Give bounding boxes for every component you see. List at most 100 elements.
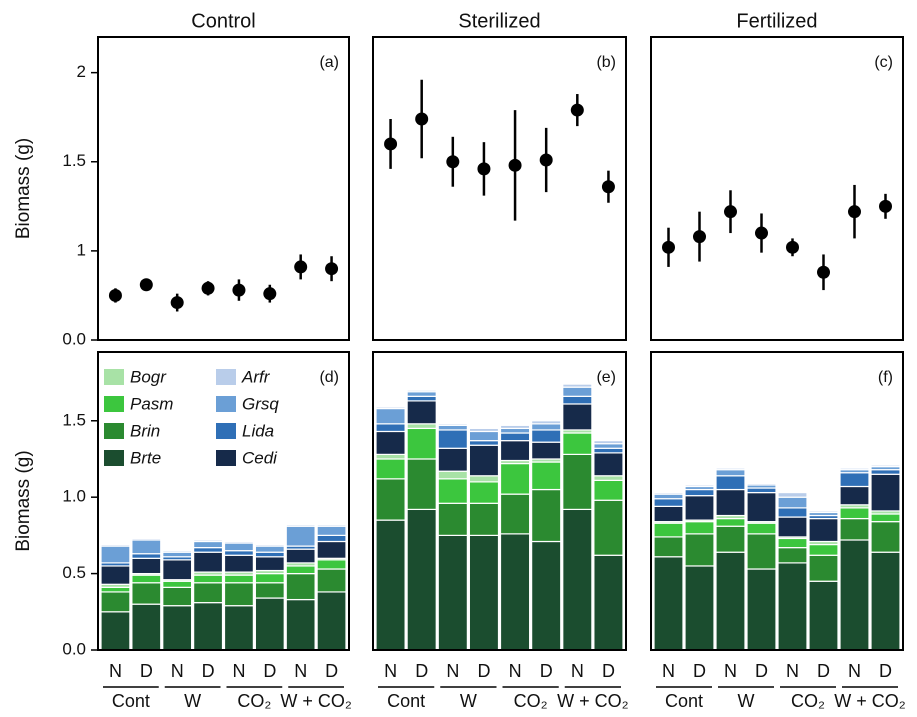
x-tick-label: D: [602, 661, 615, 681]
bar-segment: [468, 481, 500, 504]
mean-point: [601, 180, 615, 194]
mean-point: [755, 226, 768, 240]
y-tick-label: 1.5: [62, 410, 86, 429]
panel-label: (b): [596, 54, 616, 71]
mean-point: [108, 288, 122, 302]
bar-segment: [839, 467, 870, 471]
bar-segment: [468, 534, 500, 651]
bar-segment: [531, 461, 562, 491]
bar-segment: [100, 543, 131, 547]
bar-segment: [285, 524, 316, 527]
bar-segment: [285, 548, 316, 564]
group-label: Cont: [387, 691, 425, 711]
legend-swatch: [216, 423, 236, 439]
bar-segment: [653, 491, 684, 495]
bar-segment: [437, 470, 468, 480]
bar-segment: [193, 551, 224, 573]
bar-segment: [193, 547, 224, 553]
x-tick-label: N: [509, 661, 522, 681]
bar-segment: [223, 550, 254, 556]
x-tick-label: N: [446, 661, 459, 681]
bar-segment: [223, 605, 254, 651]
x-tick-label: N: [724, 661, 737, 681]
panel-label: (f): [878, 369, 893, 386]
mean-point: [139, 278, 153, 292]
bar-segment: [406, 427, 437, 460]
x-tick-label: D: [263, 661, 276, 681]
bar-segment: [562, 432, 593, 455]
bar-segment: [531, 488, 562, 543]
bar-segment: [375, 406, 406, 410]
x-tick-label: N: [384, 661, 397, 681]
x-tick-label: D: [140, 661, 153, 681]
bar-segment: [562, 395, 593, 405]
bar-segment: [593, 479, 624, 501]
bar-segment: [593, 443, 624, 449]
bar-segment: [162, 586, 193, 607]
bar-segment: [531, 540, 562, 651]
bar-segment: [839, 539, 870, 651]
bar-segment: [162, 605, 193, 651]
bar-segment: [316, 559, 347, 570]
bar-segment: [285, 598, 316, 651]
panel-label: (e): [596, 369, 616, 386]
bar-segment: [777, 547, 808, 564]
mean-point: [384, 137, 398, 151]
bar-segment: [193, 602, 224, 651]
x-tick-label: N: [571, 661, 584, 681]
bar-segment: [870, 551, 901, 651]
bar-segment: [562, 383, 593, 388]
bar-segment: [870, 464, 901, 468]
bar-segment: [375, 430, 406, 455]
mean-point: [263, 287, 277, 301]
bar-segment: [808, 554, 839, 582]
bar-segment: [839, 472, 870, 488]
x-tick-label: D: [415, 661, 428, 681]
bar-segment: [808, 510, 839, 514]
group-label: W: [460, 691, 477, 711]
mean-point: [446, 155, 460, 169]
bar-segment: [499, 424, 531, 430]
mean-point: [786, 240, 799, 254]
legend-label: Arfr: [241, 367, 271, 386]
panel-frame: [97, 36, 350, 341]
bar-segment: [193, 582, 224, 604]
x-tick-label: D: [693, 661, 706, 681]
y-tick-label: 1: [77, 240, 86, 259]
bar-segment: [437, 534, 468, 651]
x-tick-label: N: [294, 661, 307, 681]
bar-segment: [131, 553, 162, 559]
legend-label: Brte: [130, 448, 161, 467]
bar-segment: [715, 467, 746, 471]
bar-segment: [746, 487, 777, 494]
bar-segment: [223, 542, 254, 552]
mean-point: [294, 260, 308, 274]
bar-segment: [406, 400, 437, 425]
bar-segment: [777, 507, 808, 518]
bar-segment: [162, 551, 193, 558]
bar-segment: [593, 452, 624, 477]
bar-segment: [499, 493, 531, 535]
legend-label: Lida: [242, 421, 274, 440]
y-tick-label: 0.0: [62, 329, 86, 348]
bar-segment: [100, 545, 131, 564]
bar-segment: [562, 403, 593, 431]
legend-swatch: [104, 369, 124, 385]
bar-segment: [131, 574, 162, 584]
bar-segment: [684, 484, 715, 488]
panel-frame: [650, 351, 904, 651]
y-axis-label: Biomass (g): [13, 450, 34, 551]
x-tick-label: D: [477, 661, 490, 681]
bar-segment: [531, 423, 562, 431]
bar-segment: [375, 478, 406, 521]
bar-segment: [870, 469, 901, 475]
x-tick-label: D: [202, 661, 215, 681]
bar-segment: [499, 533, 531, 651]
bar-segment: [162, 559, 193, 581]
legend-swatch: [216, 396, 236, 412]
group-label: Cont: [665, 691, 703, 711]
bar-segment: [437, 478, 468, 504]
legend-label: Brin: [130, 421, 160, 440]
group-label: W: [738, 691, 755, 711]
mean-point: [662, 240, 675, 254]
